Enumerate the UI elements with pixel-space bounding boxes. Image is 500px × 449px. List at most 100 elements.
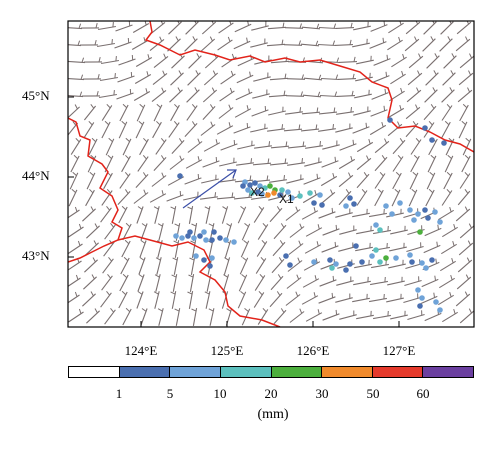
longitude-ticks <box>140 321 400 327</box>
wind-barb <box>392 139 406 155</box>
wind-barb <box>235 91 253 101</box>
wind-barb <box>404 38 420 52</box>
wind-barb <box>421 278 439 288</box>
wind-barb <box>233 40 251 50</box>
wind-barb <box>174 240 180 258</box>
wind-barb-flag <box>377 188 383 194</box>
wind-barb <box>251 25 269 31</box>
wind-barb-flag <box>384 88 387 94</box>
wind-barb-flag <box>157 223 163 227</box>
wind-barb-flag <box>124 239 130 245</box>
wind-barb-flag <box>418 53 422 59</box>
precipitation-station-dot <box>373 247 379 253</box>
wind-barb <box>257 309 269 325</box>
wind-barb <box>458 242 474 256</box>
wind-barb-flag <box>283 90 286 96</box>
wind-barb-flag <box>397 121 401 127</box>
wind-barb-flag <box>121 120 126 125</box>
wind-barb <box>288 243 304 255</box>
wind-barb <box>440 260 456 272</box>
wind-barb-flag <box>280 308 285 313</box>
wind-barb-flag <box>462 103 468 109</box>
precipitation-station-dot <box>207 263 213 269</box>
wind-barb <box>285 294 301 306</box>
wind-barb-flag <box>138 274 144 278</box>
precipitation-station-dot <box>437 307 443 313</box>
wind-barb <box>405 122 419 138</box>
latitude-ticks <box>68 96 74 258</box>
wind-barb-flag <box>332 275 335 281</box>
wind-barb-flag <box>276 206 281 211</box>
wind-barb-flag <box>313 292 316 298</box>
wind-barb-flag <box>334 241 337 247</box>
wind-barb-flag <box>137 206 143 210</box>
wind-barb <box>335 27 355 29</box>
wind-barb-flag <box>461 120 466 125</box>
precipitation-station-dot <box>283 253 289 259</box>
precipitation-station-dot <box>333 261 339 267</box>
wind-barb <box>70 139 82 155</box>
precipitation-station-dot <box>347 261 353 267</box>
wind-barb-flag <box>156 120 161 126</box>
wind-barb-flag <box>384 138 388 144</box>
wind-barb <box>300 43 320 47</box>
wind-barb-flag <box>72 121 77 126</box>
wind-barb-flag <box>335 309 338 315</box>
wind-barb <box>317 43 337 47</box>
wind-barb-flag <box>122 103 128 109</box>
wind-barb-flag <box>190 240 196 244</box>
wind-barb-flag <box>386 54 389 60</box>
wind-barb-flag <box>296 274 300 280</box>
precipitation-station-dot <box>433 299 439 305</box>
wind-barb <box>256 241 268 257</box>
wind-barb-flag <box>319 141 321 147</box>
wind-barb-flag <box>143 137 148 143</box>
wind-barb <box>459 310 474 324</box>
precipitation-station-dot <box>415 287 421 293</box>
precipitation-station-dot <box>327 257 333 263</box>
wind-barb <box>170 104 180 122</box>
wind-barb <box>70 155 80 173</box>
wind-barb <box>268 94 288 98</box>
wind-barb <box>251 196 269 200</box>
wind-barb-flag <box>194 87 198 93</box>
wind-barb-flag <box>97 73 100 80</box>
wind-barb-flag <box>110 307 114 313</box>
wind-barb-flag <box>464 154 470 160</box>
wind-barb-flag <box>467 87 471 93</box>
wind-barb-flag <box>231 53 235 59</box>
precipitation-station-dot <box>383 203 389 209</box>
wind-barb-flag <box>332 124 334 130</box>
wind-barb-flag <box>81 57 85 63</box>
precipitation-station-dot <box>201 229 207 235</box>
wind-barb-flag <box>250 158 253 164</box>
wind-barb-flag <box>301 74 304 80</box>
wind-barb-flag <box>209 36 213 42</box>
wind-barb <box>119 104 129 122</box>
precipitation-station-dot <box>409 259 415 265</box>
colorbar-segment <box>372 367 424 377</box>
wind-barb-flag <box>244 223 249 227</box>
precipitation-station-dot <box>319 202 325 208</box>
wind-barb-flag <box>211 21 214 25</box>
wind-barb <box>83 122 95 138</box>
wind-barb <box>101 105 113 121</box>
wind-barb-flag <box>90 206 94 212</box>
wind-barb-flag <box>125 307 131 313</box>
wind-barb <box>458 72 474 86</box>
wind-barb <box>318 26 338 30</box>
precipitation-station-dot <box>343 203 349 209</box>
wind-barb <box>88 138 98 156</box>
wind-barb-flag <box>413 154 419 160</box>
colorbar-segment <box>271 367 323 377</box>
wind-barb-flag <box>159 36 163 42</box>
wind-barb <box>151 175 167 187</box>
wind-barb-flag <box>448 137 453 142</box>
wind-barb <box>301 26 321 30</box>
wind-barb-flag <box>399 104 402 111</box>
wind-barb-flag <box>88 120 93 126</box>
colorbar-segment <box>220 367 272 377</box>
wind-barb-flag <box>74 206 78 212</box>
precipitation-station-dot <box>415 211 421 217</box>
